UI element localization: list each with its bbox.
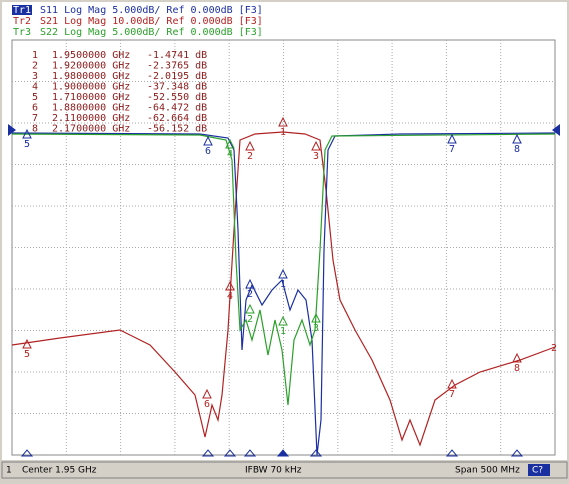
marker-label: 5 [24,139,30,150]
marker-triangle [447,133,457,144]
trace-settings: S22 Log Mag 5.000dB/ Ref 0.000dB [F3] [40,27,263,38]
marker-label: 2 [247,314,253,325]
bottom-marker [223,449,237,457]
marker-triangle [278,268,288,279]
marker-num: 1 [32,50,38,61]
bottom-marker [276,449,290,457]
marker-label: 8 [514,144,520,155]
cal-box [528,464,550,476]
marker-label: 5 [24,349,30,360]
marker-label: 1 [280,127,286,138]
status-span: Span 500 MHz [455,466,520,476]
marker-value: -62.664 dB [147,113,207,124]
marker-label: 6 [205,146,211,157]
marker-num: 6 [32,103,38,114]
marker-triangle [512,352,522,363]
marker-num: 7 [32,113,38,124]
marker-label: 4 [227,291,233,302]
marker-label: 7 [449,389,455,400]
marker-freq: 2.1700000 GHz [52,124,130,135]
bottom-marker [20,449,34,457]
marker-triangle [447,378,457,389]
marker-triangle [203,135,213,146]
marker-label: 4 [227,149,233,160]
status-center: Center 1.95 GHz [22,466,97,476]
trace-s22 [11,133,556,406]
marker-label: 6 [204,399,210,410]
marker-triangle [278,315,288,326]
trace-id: Tr1 [13,5,31,16]
marker-triangle [202,388,212,399]
trace-s21 [11,131,556,447]
trace-s11 [11,132,556,456]
marker-freq: 1.9500000 GHz [52,50,130,61]
status-channel: 1 [6,466,12,476]
status-bar [1,461,568,479]
marker-triangle [245,278,255,289]
marker-label: 2 [247,151,253,162]
marker-label: 7 [449,144,455,155]
marker-value: -52.550 dB [147,92,207,103]
trace-id: Tr3 [13,27,31,38]
marker-freq: 1.7100000 GHz [52,92,130,103]
marker-num: 4 [32,82,38,93]
ref-marker-left [8,124,16,136]
marker-triangle [245,140,255,151]
bottom-marker [445,449,459,457]
marker-triangle [245,303,255,314]
marker-num: 3 [32,71,38,82]
marker-num: 5 [32,92,38,103]
trace-settings: S11 Log Mag 5.000dB/ Ref 0.000dB [F3] [40,5,263,16]
marker-label: 3 [313,151,319,162]
status-ifbw: IFBW 70 kHz [245,466,302,476]
marker-freq: 1.8800000 GHz [52,103,130,114]
marker-triangle [225,138,235,149]
marker-triangle [22,338,32,349]
marker-triangle [278,116,288,127]
marker-triangle [512,133,522,144]
bottom-marker [201,449,215,457]
marker-label: 2 [247,289,253,300]
marker-freq: 1.9000000 GHz [52,82,130,93]
ref-marker-right [552,124,560,136]
trace-settings: S21 Log Mag 10.00dB/ Ref 0.000dB [F3] [40,16,263,27]
marker-freq: 1.9200000 GHz [52,61,130,72]
bottom-marker [510,449,524,457]
marker-freq: 1.9800000 GHz [52,71,130,82]
marker-value: -2.0195 dB [147,71,207,82]
grid [12,40,555,455]
marker-triangle [311,140,321,151]
status-cal: C? [532,466,543,476]
marker-label: 1 [280,326,286,337]
marker-num: 8 [32,124,38,135]
marker-triangle [311,312,321,323]
trace-end-label: 2 [551,343,557,354]
marker-value: -37.348 dB [147,82,207,93]
marker-freq: 2.1100000 GHz [52,113,130,124]
bottom-marker [309,449,323,457]
active-trace-box [12,5,32,15]
marker-value: -56.152 dB [147,124,207,135]
marker-value: -64.472 dB [147,103,207,114]
marker-label: 1 [280,279,286,290]
trace-id: Tr2 [13,16,31,27]
marker-num: 2 [32,61,38,72]
marker-label: 8 [514,363,520,374]
marker-value: -1.4741 dB [147,50,207,61]
marker-value: -2.3765 dB [147,61,207,72]
marker-triangle [22,128,32,139]
bottom-marker [243,449,257,457]
marker-triangle [225,280,235,291]
marker-label: 3 [313,323,319,334]
